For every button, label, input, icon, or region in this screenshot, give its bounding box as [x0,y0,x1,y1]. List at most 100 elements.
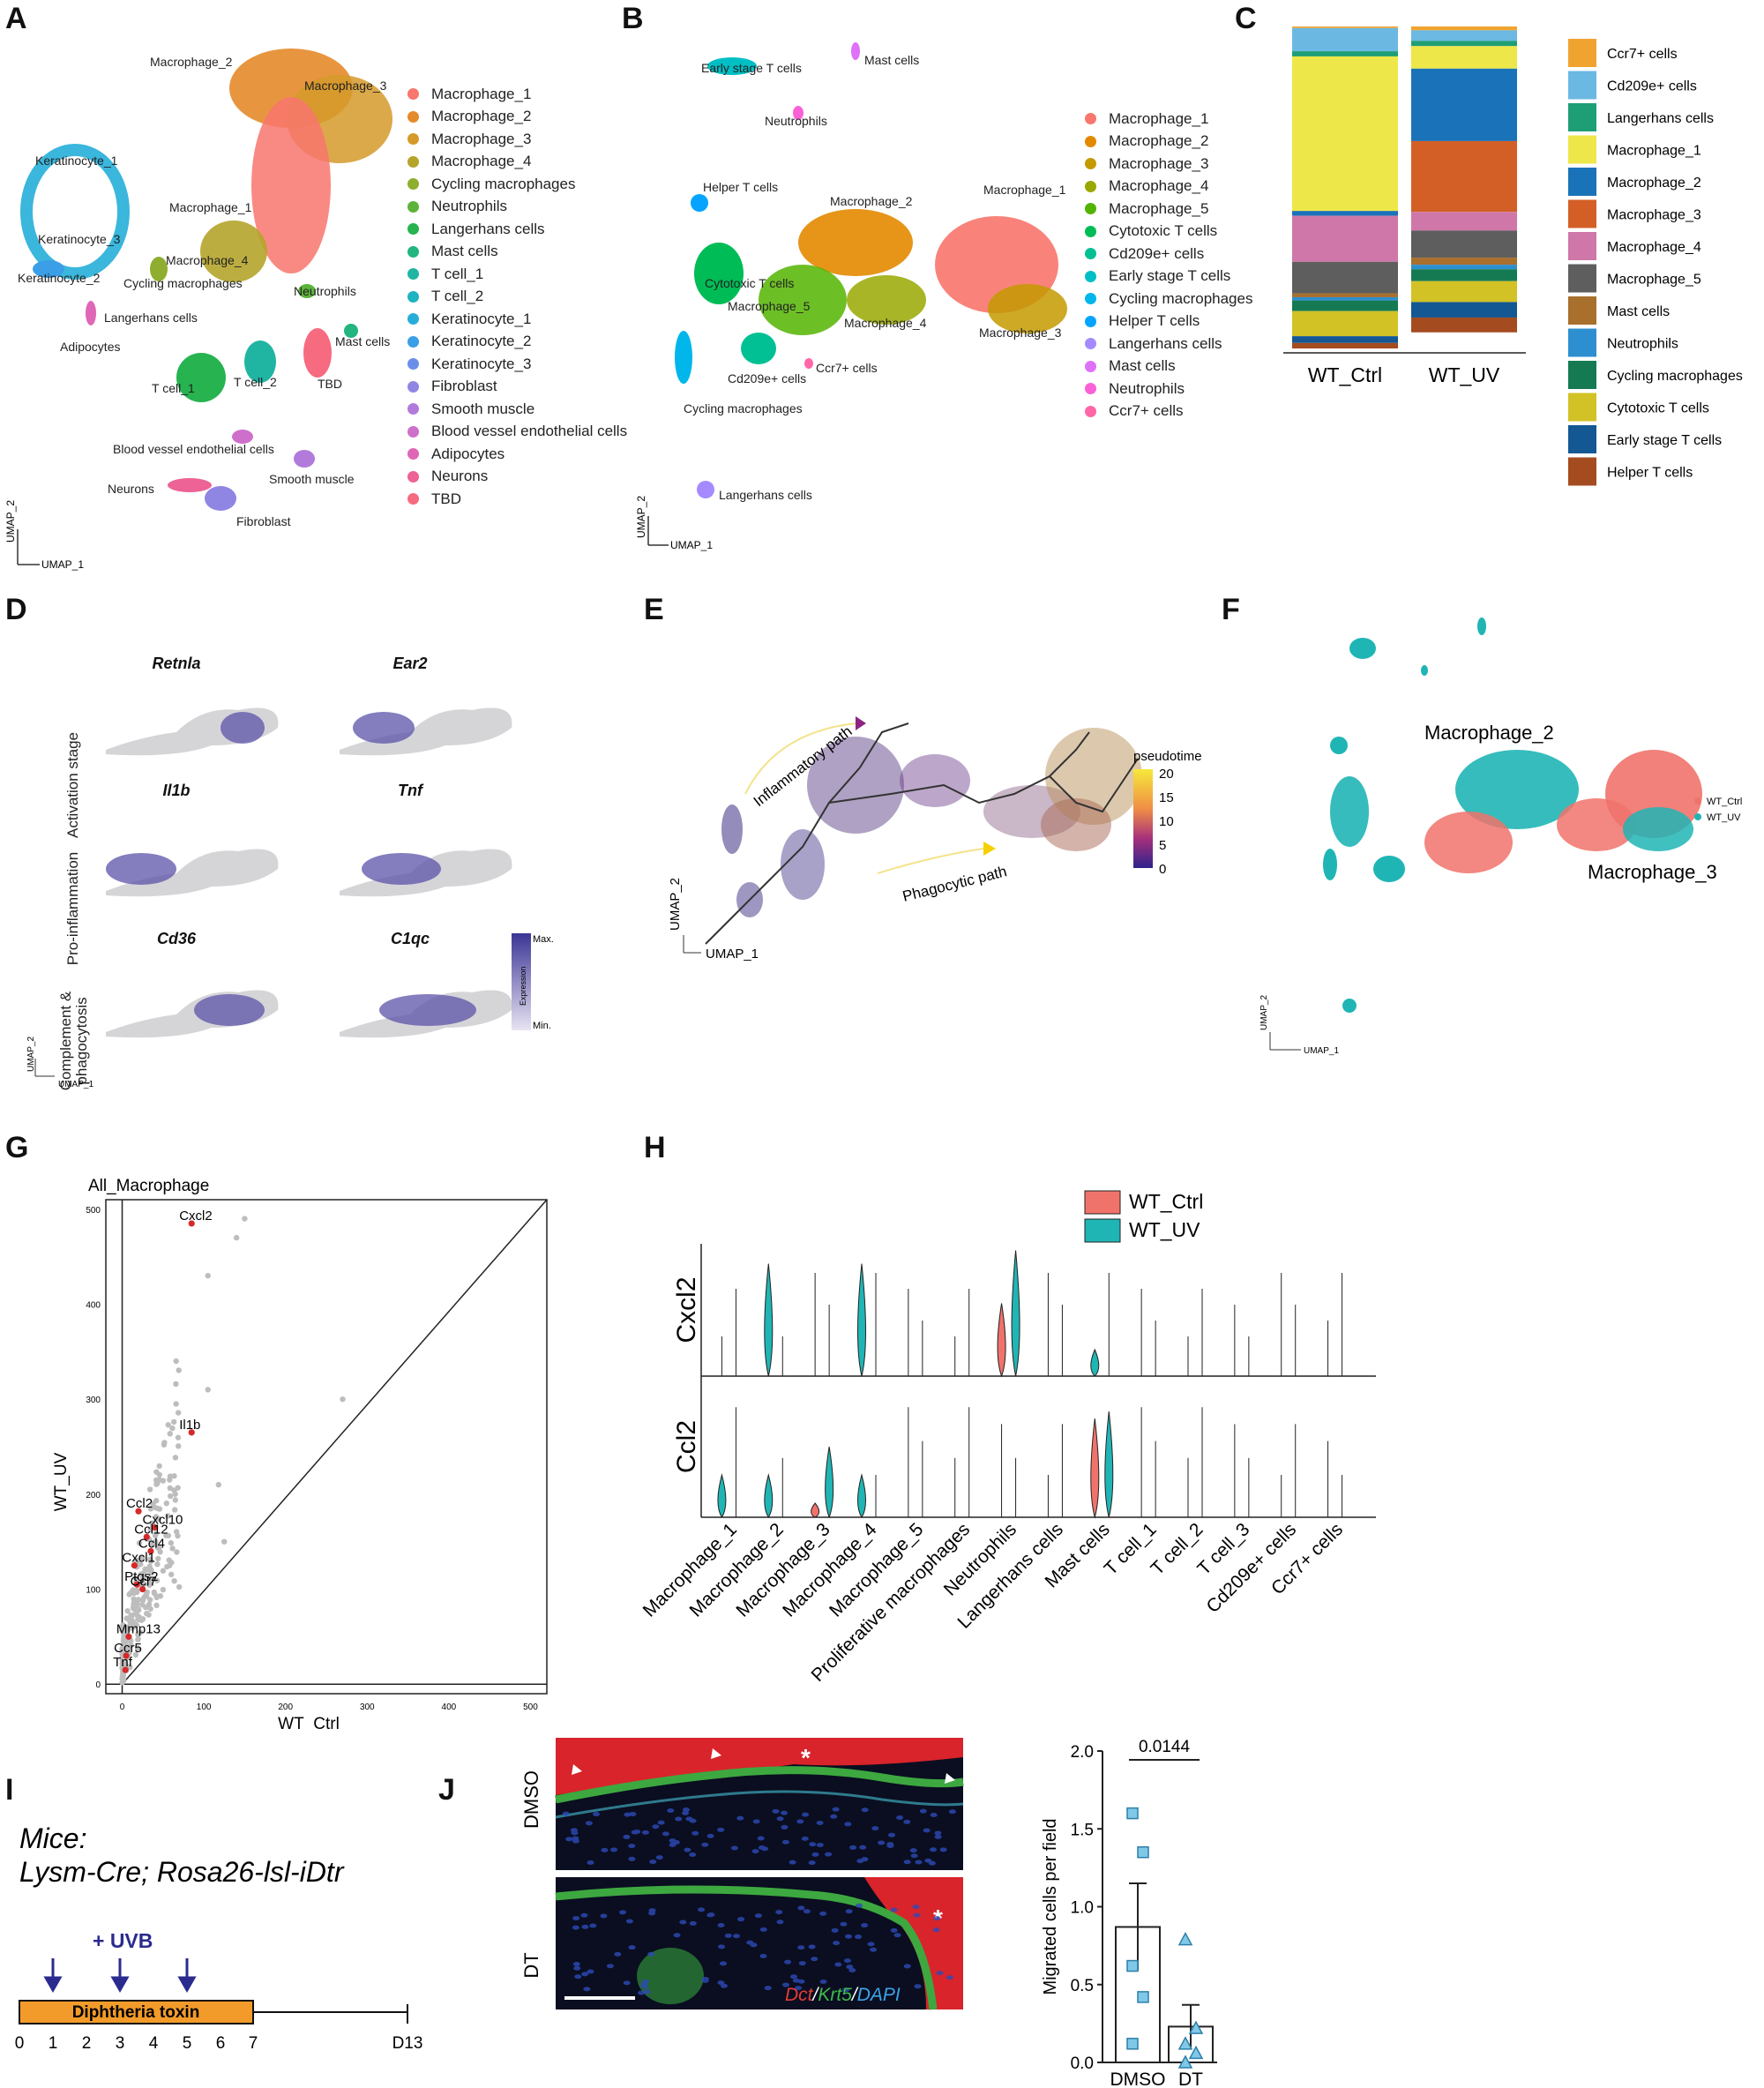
g-gene-label: Ccl12 [134,1522,168,1537]
g-gene-label: Cxcl2 [179,1209,213,1224]
c-legend-label: Ccr7+ cells [1607,47,1678,62]
legend-item: T cell_1 [407,263,627,286]
panel-a-umap: UMAP_1 UMAP_2 Macrophage_2 Macrophage_3 … [4,49,392,571]
stacked-bar-segment [1292,261,1398,294]
dapi-nucleus [830,1814,838,1819]
dapi-nucleus [886,1844,894,1849]
dapi-nucleus [930,1813,938,1818]
dapi-nucleus [565,1837,573,1842]
panel-label-g: G [5,1131,29,1164]
stacked-bar-segment [1411,230,1517,258]
g-xtick: 300 [360,1703,375,1712]
g-ytick: 400 [86,1300,101,1310]
legend-label: Neutrophils [1109,379,1185,397]
dapi-nucleus [903,1964,911,1969]
b-label: Macrophage_5 [728,299,811,313]
f-axis-y: UMAP_2 [1259,995,1269,1030]
legend-swatch [407,380,419,393]
c-legend-swatch [1568,393,1596,422]
legend-swatch [407,268,419,281]
legend-label: Cd209e+ cells [1109,244,1205,262]
g-xtick: 100 [197,1703,212,1712]
cluster-macrophage-5 [759,265,847,335]
violin [764,1473,774,1518]
dapi-nucleus [730,1845,738,1851]
dapi-nucleus [759,1927,767,1932]
dapi-nucleus [583,1987,591,1992]
legend-swatch [407,155,419,168]
g-point [142,1604,149,1611]
g-point [128,1615,134,1622]
h-legend-swatch [1084,1190,1121,1215]
dapi-nucleus [789,1974,797,1979]
j-point [1137,1845,1149,1859]
dapi-nucleus [781,1824,789,1830]
dapi-nucleus [629,1811,637,1816]
g-point [160,1568,167,1574]
j-point [1126,1807,1139,1820]
g-point [139,1616,146,1622]
g-ytick: 0 [95,1680,101,1690]
g-highlight-point [151,1523,159,1531]
j-stain-legend: Dct/Krt5/DAPI [785,1985,901,2005]
g-gene-label: Ccr5 [114,1641,142,1656]
g-point [146,1486,153,1493]
g-point [154,1480,161,1486]
cluster-neurons [168,478,212,492]
dapi-nucleus [672,1839,680,1845]
legend-item: Macrophage_2 [1085,131,1252,153]
a-label: Keratinocyte_2 [18,271,101,285]
cluster-mast [851,42,860,60]
dapi-nucleus [776,1920,784,1925]
dapi-nucleus [789,1860,796,1865]
panel-a-legend: Macrophage_1 Macrophage_2 Macrophage_3 Macr… [407,83,627,511]
dapi-nucleus [655,1855,663,1860]
g-point [168,1539,175,1546]
a-label: Cycling macrophages [123,276,243,290]
dapi-nucleus [625,1919,633,1924]
g-point [168,1560,175,1566]
dapi-nucleus [795,1986,803,1991]
dapi-nucleus [825,1852,833,1857]
d-colorbar-max: Max. [533,934,554,945]
f-axis-x: UMAP_1 [1304,1046,1339,1056]
c-legend-swatch [1568,168,1596,196]
dapi-nucleus [720,1983,728,1988]
dapi-nucleus [934,1830,942,1836]
legend-swatch [407,290,419,303]
panel-e: Inflammatory path Phagocytic path pseudo… [644,626,1217,997]
j-pvalue: 0.0144 [1139,1738,1191,1756]
d-row-label: Pro-inflammation [64,852,81,966]
violin [857,1263,866,1377]
legend-item: Mast cells [407,241,627,264]
panel-j: DMSO DT * * Dct/Krt5/DAPI 0.0 0.5 1.0 1.5 2.… [512,1703,1764,2088]
g-point [163,1501,170,1507]
j-sep-1: / [811,1985,820,2005]
a-label: Adipocytes [60,340,120,354]
g-point [146,1575,153,1582]
a-label: Neurons [108,482,154,496]
g-point [173,1529,180,1535]
panel-b: UMAP_1 UMAP_2 Early stage T cells Mast c… [622,35,1252,582]
legend-label: Keratinocyte_3 [431,355,532,372]
c-legend-swatch [1568,361,1596,389]
legend-label: Macrophage_3 [1109,154,1209,172]
panel-e-trajectory: Inflammatory path Phagocytic path pseudo… [668,716,1202,962]
j-stain-dapi: DAPI [857,1985,901,2005]
a-label: TBD [318,377,342,391]
gene-title: Retnla [152,655,200,672]
panel-j-micrographs: DMSO DT * * Dct/Krt5/DAPI [520,1738,964,2010]
g-point [153,1530,159,1537]
b-label: Langerhans cells [719,488,812,502]
panel-label-a: A [5,2,27,35]
g-point [176,1443,182,1449]
dapi-nucleus [764,1986,772,1991]
g-point [165,1532,172,1538]
dapi-nucleus [581,1972,589,1977]
g-point [170,1418,177,1426]
legend-item: Macrophage_2 [407,106,627,129]
dapi-nucleus [614,1951,622,1957]
g-point [121,1635,127,1643]
legend-item: Macrophage_5 [1085,198,1252,221]
dapi-nucleus [833,1941,841,1946]
